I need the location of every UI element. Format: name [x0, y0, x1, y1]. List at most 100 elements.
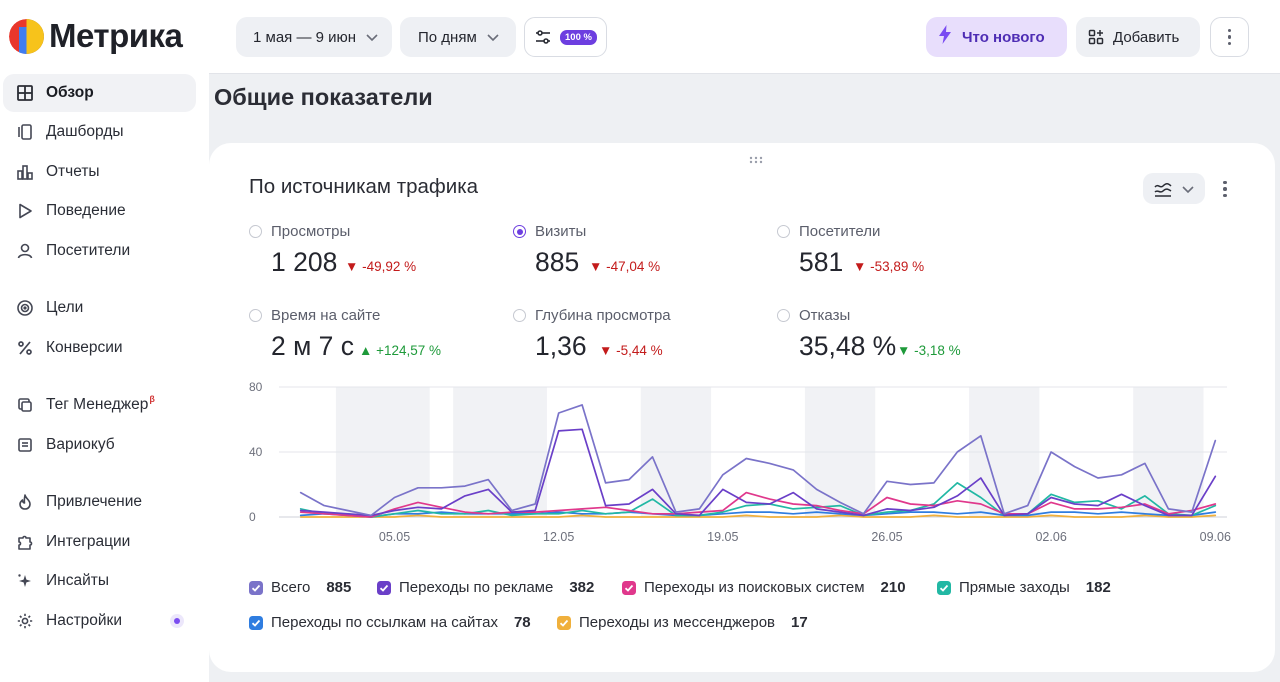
metric-delta: ▼ -3,18 %: [897, 343, 961, 358]
traffic-sources-widget: По источникам трафика Просмотры 1 208 ▼ …: [209, 143, 1275, 672]
grouping-select[interactable]: По дням: [400, 17, 516, 57]
metric-delta: ▼ -47,04 %: [589, 259, 661, 274]
chart-type-select[interactable]: [1143, 173, 1205, 204]
add-button[interactable]: Добавить: [1076, 17, 1200, 57]
legend-item[interactable]: Переходы из поисковых систем 210: [622, 579, 906, 596]
sidebar-item-insights[interactable]: Инсайты: [3, 562, 196, 600]
sidebar-item-label: Вариокуб: [46, 436, 115, 453]
traffic-line-chart[interactable]: 80 40 0 05.05 12.05 19.05 26.05 02.06 09.06: [239, 375, 1239, 550]
notification-dot: [170, 614, 184, 628]
metric-delta: ▼ -53,89 %: [853, 259, 925, 274]
legend-count: 17: [791, 614, 808, 631]
sidebar-item-dashboards[interactable]: Дашборды: [3, 113, 196, 151]
sidebar-item-label: Инсайты: [46, 572, 109, 589]
checkbox-icon[interactable]: [249, 580, 263, 595]
grouping-label: По дням: [418, 28, 477, 46]
legend-item[interactable]: Переходы по рекламе 382: [377, 579, 594, 596]
whats-new-label: Что нового: [962, 28, 1045, 46]
legend-item[interactable]: Переходы из мессенджеров 17: [557, 614, 808, 631]
dot-icon: [1223, 180, 1227, 185]
legend-item[interactable]: Прямые заходы 182: [937, 579, 1111, 596]
legend-item[interactable]: Всего 885: [249, 579, 351, 596]
percent-icon: [15, 338, 35, 358]
sparkle-icon: [15, 571, 35, 591]
series-line: [299, 482, 1217, 518]
filters-button[interactable]: 100 %: [524, 17, 607, 57]
sidebar-item-conversions[interactable]: Конверсии: [3, 329, 196, 367]
more-menu-button[interactable]: [1210, 17, 1249, 57]
line-chart-icon: [1153, 182, 1172, 197]
gear-icon: [15, 611, 35, 631]
add-label: Добавить: [1113, 28, 1180, 46]
add-widget-icon: [1088, 29, 1104, 45]
sidebar-item-label: Интеграции: [46, 533, 131, 550]
metrika-logo-icon: [9, 18, 44, 54]
metric-delta: ▲ +124,57 %: [359, 343, 442, 358]
metric-radio[interactable]: [513, 309, 526, 322]
x-tick-label: 05.05: [379, 530, 410, 544]
widget-title: По источникам трафика: [249, 175, 479, 198]
y-tick-label: 0: [249, 510, 256, 524]
legend-count: 885: [326, 579, 352, 596]
legend-count: 182: [1085, 579, 1111, 596]
x-tick-label: 19.05: [707, 530, 738, 544]
sidebar-item-visitors[interactable]: Посетители: [3, 232, 196, 270]
series-line: [299, 428, 1217, 517]
metric-delta: ▼ -49,92 %: [345, 259, 417, 274]
sidebar-item-tag-manager[interactable]: Тег Менеджер β: [3, 386, 196, 424]
dashboards-icon: [15, 122, 35, 142]
metric-label: Отказы: [799, 307, 851, 324]
metric-value: 1 208: [271, 247, 338, 277]
sidebar-item-acquisition[interactable]: Привлечение: [3, 483, 196, 521]
logo[interactable]: Метрика: [9, 17, 183, 55]
metric-radio[interactable]: [777, 225, 790, 238]
play-icon: [15, 201, 35, 221]
sidebar-item-settings[interactable]: Настройки: [3, 602, 196, 640]
legend-label: Всего: [271, 579, 311, 596]
sidebar-item-label: Настройки: [46, 612, 123, 629]
sidebar-item-variocube[interactable]: Вариокуб: [3, 426, 196, 464]
metric-radio[interactable]: [513, 225, 526, 238]
flame-icon: [15, 492, 35, 512]
sampling-badge: 100 %: [560, 29, 597, 45]
sidebar-item-reports[interactable]: Отчеты: [3, 153, 196, 191]
metric-radio[interactable]: [249, 225, 262, 238]
sidebar-item-label: Конверсии: [46, 339, 123, 356]
variocube-icon: [15, 435, 35, 455]
legend-count: 78: [513, 614, 531, 631]
whats-new-button[interactable]: Что нового: [926, 17, 1067, 57]
checkbox-icon[interactable]: [557, 615, 571, 630]
date-range-select[interactable]: 1 мая — 9 июн: [236, 17, 392, 57]
metric-radio[interactable]: [249, 309, 262, 322]
y-tick-label: 40: [249, 445, 263, 459]
legend-label: Переходы по рекламе: [399, 579, 554, 596]
metric-radio[interactable]: [777, 309, 790, 322]
sidebar-item-label: Цели: [46, 299, 84, 316]
date-range-label: 1 мая — 9 июн: [253, 28, 357, 46]
y-tick-label: 80: [249, 380, 263, 394]
top-bar: 1 мая — 9 июн По дням 100 % Что нового Д…: [209, 0, 1280, 74]
sidebar-item-overview[interactable]: Обзор: [3, 74, 196, 112]
checkbox-icon[interactable]: [249, 615, 263, 630]
widget-menu-button[interactable]: [1217, 176, 1233, 202]
legend-count: 382: [569, 579, 595, 596]
checkbox-icon[interactable]: [377, 580, 391, 595]
checkbox-icon[interactable]: [622, 580, 636, 595]
sidebar-item-integrations[interactable]: Интеграции: [3, 523, 196, 561]
x-tick-label: 12.05: [543, 530, 574, 544]
metric-delta: ▼ -5,44 %: [599, 343, 663, 358]
metric-label: Время на сайте: [271, 307, 381, 324]
sidebar-item-behavior[interactable]: Поведение: [3, 192, 196, 230]
series-line: [299, 514, 1217, 518]
sidebar-item-goals[interactable]: Цели: [3, 289, 196, 327]
drag-handle-icon[interactable]: [749, 151, 763, 169]
legend-item[interactable]: Переходы по ссылкам на сайтах 78: [249, 614, 531, 631]
metric-value: 885: [535, 247, 580, 277]
tag-manager-icon: [15, 395, 35, 415]
dot-icon: [1227, 28, 1232, 33]
sidebar-item-label: Отчеты: [46, 163, 100, 180]
metric-label: Просмотры: [271, 223, 351, 240]
sidebar-item-label: Привлечение: [46, 493, 142, 510]
metric-label: Глубина просмотра: [535, 307, 671, 324]
checkbox-icon[interactable]: [937, 580, 951, 595]
